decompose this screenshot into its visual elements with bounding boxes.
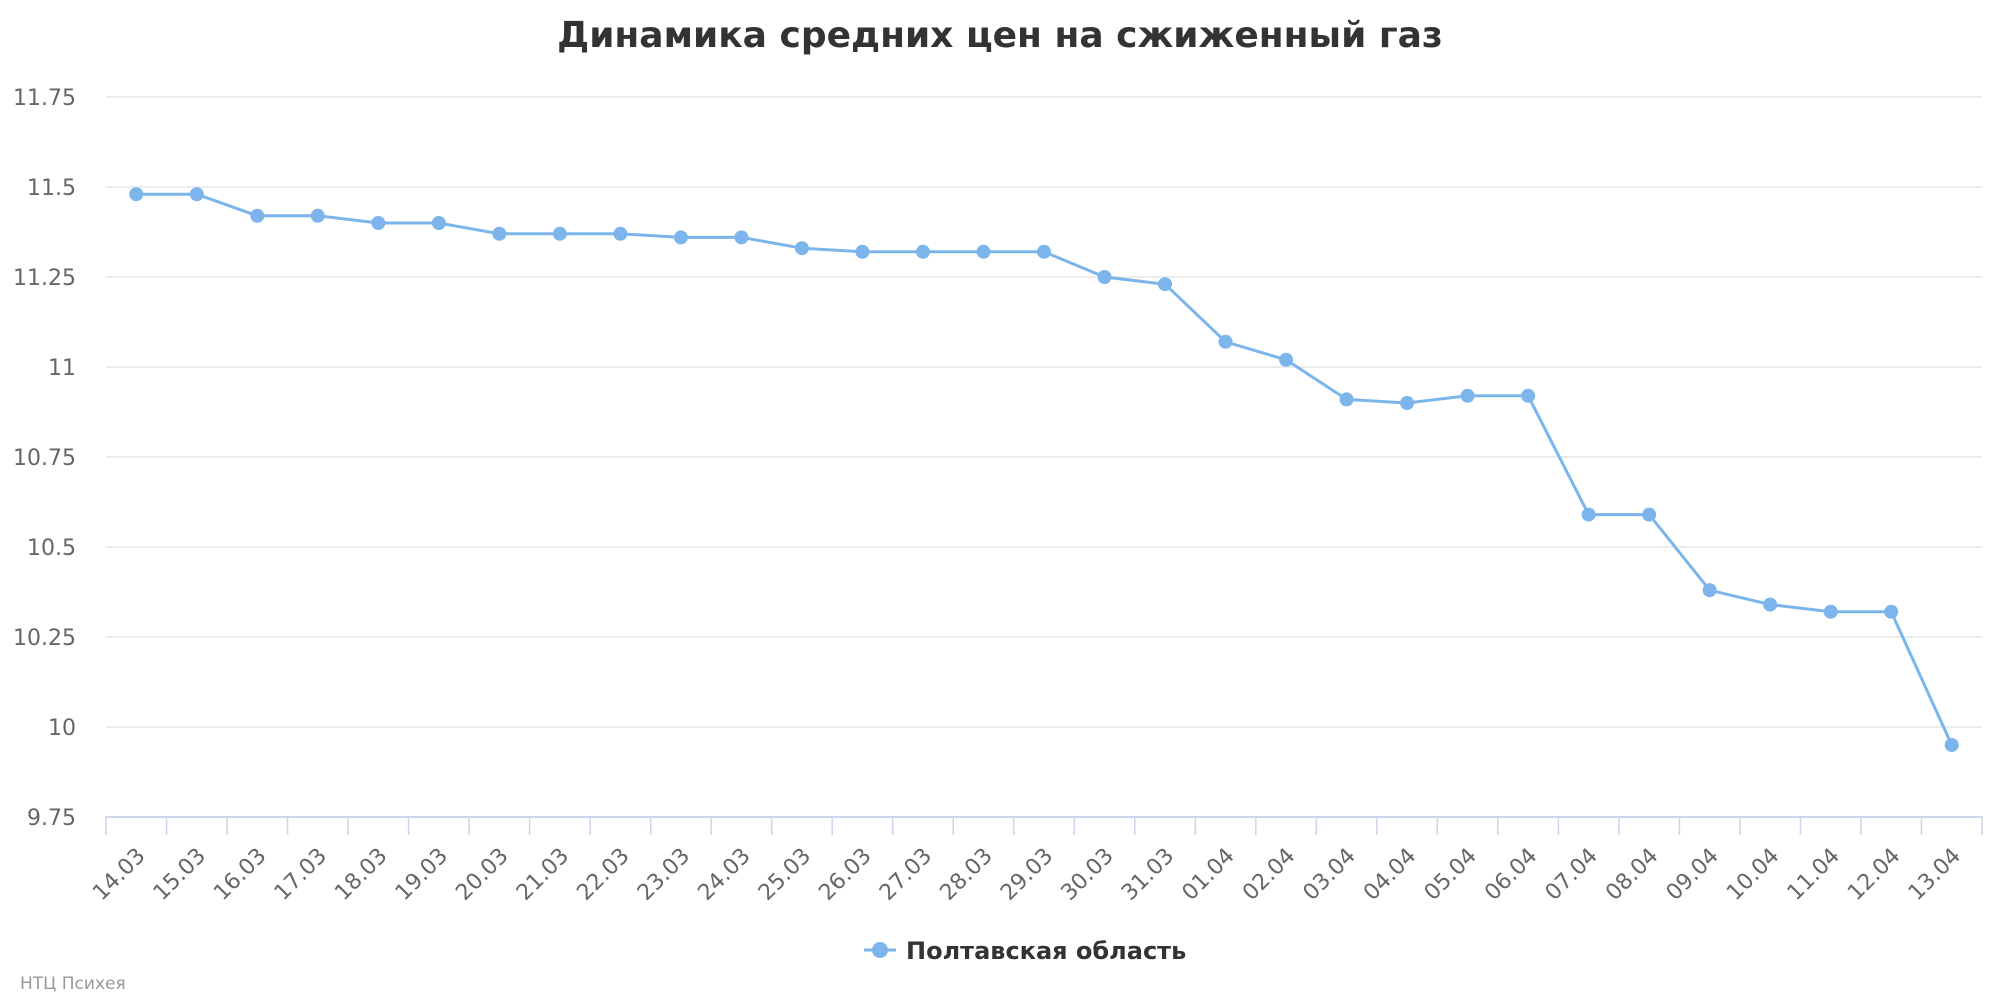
data-point[interactable]	[1097, 270, 1112, 284]
x-tick-label: 01.04	[1178, 844, 1240, 906]
x-tick-label: 18.03	[330, 844, 392, 906]
legend-marker	[872, 942, 888, 958]
y-tick-label: 10	[48, 716, 76, 741]
x-tick-label: 09.04	[1662, 844, 1724, 906]
data-point[interactable]	[1823, 604, 1838, 619]
x-tick-label: 21.03	[512, 844, 574, 906]
y-tick-label: 9.75	[27, 806, 76, 831]
legend[interactable]: Полтавская область	[864, 937, 1186, 965]
x-tick-label: 28.03	[936, 844, 998, 906]
x-tick-label: 22.03	[572, 844, 634, 906]
data-point[interactable]	[613, 226, 628, 241]
data-point[interactable]	[1218, 334, 1233, 349]
data-point[interactable]	[1581, 507, 1596, 522]
data-point[interactable]	[1763, 597, 1778, 612]
x-tick-label: 31.03	[1117, 844, 1179, 906]
y-tick-label: 11	[48, 356, 76, 381]
data-point[interactable]	[976, 244, 991, 259]
data-point[interactable]	[552, 226, 567, 241]
x-tick-label: 25.03	[754, 844, 816, 906]
y-tick-label: 10.25	[13, 626, 76, 651]
x-tick-label: 19.03	[391, 844, 453, 906]
data-point[interactable]	[1339, 392, 1354, 407]
x-tick-label: 23.03	[633, 844, 695, 906]
x-tick-label: 04.04	[1359, 844, 1421, 906]
data-point[interactable]	[371, 216, 386, 230]
x-tick-label: 06.04	[1480, 844, 1542, 906]
data-point[interactable]	[1460, 388, 1475, 403]
data-point[interactable]	[1884, 604, 1899, 619]
data-point[interactable]	[1521, 388, 1536, 403]
data-point[interactable]	[431, 216, 446, 230]
x-tick-label: 08.04	[1601, 844, 1663, 906]
chart-title: Динамика средних цен на сжиженный газ	[557, 15, 1443, 56]
data-point[interactable]	[1944, 738, 1959, 752]
data-point[interactable]	[855, 244, 870, 259]
y-tick-label: 11.75	[13, 86, 76, 111]
x-tick-label: 13.04	[1904, 844, 1966, 906]
data-point[interactable]	[915, 244, 930, 259]
data-point[interactable]	[673, 230, 688, 245]
y-tick-label: 10.75	[13, 446, 76, 471]
x-tick-label: 30.03	[1057, 844, 1119, 906]
y-tick-label: 11.5	[27, 176, 76, 201]
x-tick-label: 24.03	[693, 844, 755, 906]
legend-item-label: Полтавская область	[906, 937, 1186, 965]
x-tick-label: 02.04	[1238, 844, 1300, 906]
x-tick-label: 14.03	[88, 844, 150, 906]
data-point[interactable]	[189, 187, 204, 202]
x-tick-label: 10.04	[1722, 844, 1784, 906]
data-point[interactable]	[1400, 396, 1415, 410]
data-point[interactable]	[794, 241, 809, 256]
x-tick-label: 17.03	[270, 844, 332, 906]
data-point[interactable]	[1279, 352, 1294, 367]
x-tick-label: 07.04	[1541, 844, 1603, 906]
x-tick-label: 26.03	[814, 844, 876, 906]
data-point[interactable]	[250, 208, 265, 223]
data-point[interactable]	[1642, 507, 1657, 522]
data-point[interactable]	[1158, 277, 1173, 292]
y-tick-label: 10.5	[27, 536, 76, 561]
grid-lines	[106, 96, 1982, 728]
y-axis-ticks: 9.75 10 10.25 10.5 10.75 11 11.25 11.5 11.75	[13, 86, 76, 831]
data-point[interactable]	[492, 226, 507, 241]
data-point[interactable]	[129, 187, 144, 202]
x-tick-label: 20.03	[451, 844, 513, 906]
series-layer	[129, 187, 1959, 752]
data-point[interactable]	[1702, 583, 1717, 598]
x-tick-label: 03.04	[1299, 844, 1361, 906]
y-tick-label: 11.25	[13, 266, 76, 291]
x-tick-label: 29.03	[996, 844, 1058, 906]
data-point[interactable]	[734, 230, 749, 245]
data-point[interactable]	[310, 208, 325, 223]
x-tick-label: 16.03	[209, 844, 271, 906]
credit-text[interactable]: НТЦ Психея	[20, 974, 126, 994]
x-tick-label: 11.04	[1783, 844, 1845, 906]
x-tick-label: 12.04	[1843, 844, 1905, 906]
x-tick-label: 27.03	[875, 844, 937, 906]
x-tick-label: 05.04	[1420, 844, 1482, 906]
x-tick-label: 15.03	[149, 844, 211, 906]
x-axis: 14.0315.0316.0317.0318.0319.0320.0321.03…	[88, 816, 1983, 906]
data-point[interactable]	[1037, 244, 1051, 259]
